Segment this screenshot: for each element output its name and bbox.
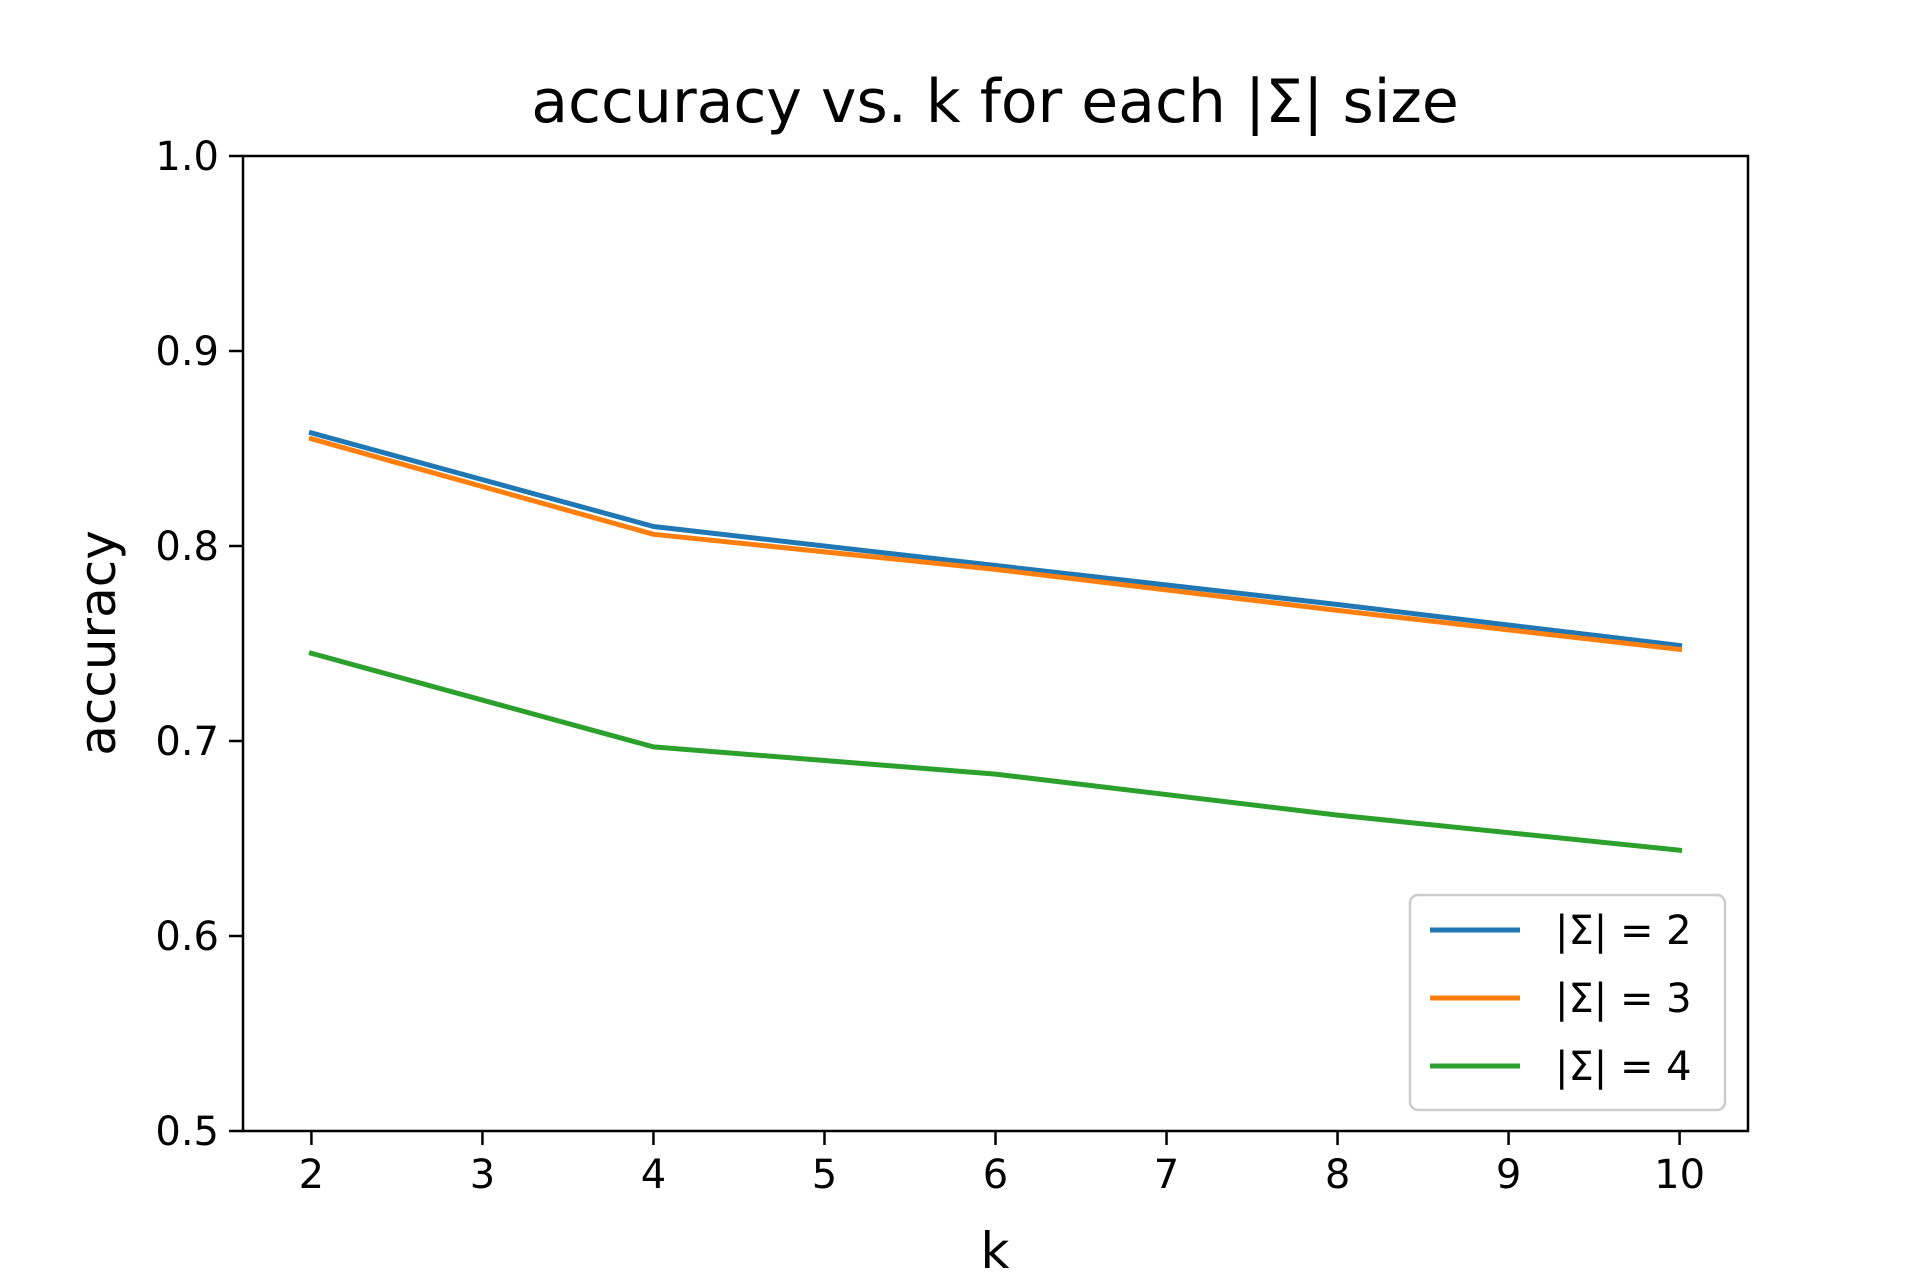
x-axis-label: k xyxy=(981,1222,1010,1280)
x-tick-label: 8 xyxy=(1325,1152,1350,1198)
y-tick-label: 0.5 xyxy=(155,1109,219,1155)
legend-box xyxy=(1408,893,1727,1112)
y-tick-label: 0.6 xyxy=(155,914,219,960)
x-tick-label: 4 xyxy=(641,1152,666,1198)
x-tick-label: 9 xyxy=(1496,1152,1521,1198)
y-tick-label: 0.8 xyxy=(155,524,219,570)
chart-title: accuracy vs. k for each |Σ| size xyxy=(531,67,1459,137)
y-axis-label: accuracy xyxy=(69,530,127,756)
x-axis: 2 3 4 5 6 7 8 9 10 xyxy=(299,1131,1705,1198)
series-line-sigma-4 xyxy=(308,650,1683,853)
x-tick-label: 10 xyxy=(1654,1152,1705,1198)
legend-label: |Σ| = 4 xyxy=(1555,1044,1692,1090)
plot-area xyxy=(308,429,1683,853)
y-axis: 0.5 0.6 0.7 0.8 0.9 1.0 xyxy=(155,134,243,1155)
plot-frame xyxy=(241,154,1750,1133)
x-tick-label: 2 xyxy=(299,1152,324,1198)
legend: |Σ| = 2 |Σ| = 3 |Σ| = 4 xyxy=(1408,893,1727,1112)
y-tick-label: 0.9 xyxy=(155,329,219,375)
y-tick-label: 1.0 xyxy=(155,134,219,180)
x-tick-label: 3 xyxy=(470,1152,495,1198)
x-tick-label: 7 xyxy=(1154,1152,1179,1198)
x-tick-label: 6 xyxy=(983,1152,1008,1198)
y-tick-label: 0.7 xyxy=(155,719,219,765)
x-tick-label: 5 xyxy=(812,1152,837,1198)
series-line-sigma-2 xyxy=(308,429,1683,649)
series-line-sigma-3 xyxy=(308,435,1683,653)
legend-label: |Σ| = 2 xyxy=(1555,908,1692,954)
legend-label: |Σ| = 3 xyxy=(1555,976,1692,1022)
